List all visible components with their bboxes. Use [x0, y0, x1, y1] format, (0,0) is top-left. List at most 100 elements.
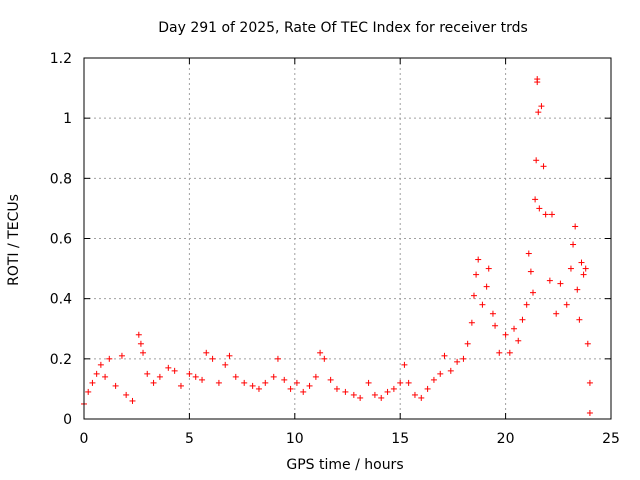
data-point	[241, 379, 248, 386]
data-point	[557, 280, 564, 287]
data-point	[447, 367, 454, 374]
data-point	[441, 352, 448, 359]
data-point	[203, 349, 210, 356]
data-point	[226, 352, 233, 359]
data-point	[464, 340, 471, 347]
data-point	[333, 385, 340, 392]
data-point	[365, 379, 372, 386]
data-point	[519, 316, 526, 323]
data-point	[350, 391, 357, 398]
data-point	[357, 394, 364, 401]
data-point	[546, 277, 553, 284]
data-point	[567, 265, 574, 272]
y-tick-label: 0	[63, 412, 72, 428]
y-tick-label: 1	[63, 111, 72, 127]
data-point	[255, 385, 262, 392]
data-point	[576, 316, 583, 323]
data-point	[300, 388, 307, 395]
data-point	[492, 322, 499, 329]
data-point	[293, 379, 300, 386]
data-point	[199, 376, 206, 383]
x-tick-label: 20	[497, 431, 515, 447]
data-point	[570, 241, 577, 248]
data-point	[397, 379, 404, 386]
data-point	[578, 259, 585, 266]
data-point	[548, 211, 555, 218]
data-point	[378, 394, 385, 401]
data-point	[454, 358, 461, 365]
data-point	[523, 301, 530, 308]
data-point	[489, 310, 496, 317]
x-tick-label: 10	[286, 431, 304, 447]
data-point	[527, 268, 534, 275]
data-point	[411, 391, 418, 398]
data-point	[536, 205, 543, 212]
data-point	[584, 340, 591, 347]
data-point	[475, 256, 482, 263]
data-point	[532, 196, 539, 203]
data-point	[540, 163, 547, 170]
data-point	[525, 250, 532, 257]
data-point	[572, 223, 579, 230]
data-point	[165, 364, 172, 371]
data-point	[535, 109, 542, 116]
y-tick-label: 0.4	[50, 292, 72, 308]
data-point	[287, 385, 294, 392]
grid-lines	[84, 58, 611, 419]
x-axis-label: GPS time / hours	[286, 457, 403, 473]
data-point	[177, 382, 184, 389]
data-point	[112, 382, 119, 389]
axis-ticks: 0 5 10 15 20 25 0 0.2 0.4 0.6 0.8 1 1.2	[50, 51, 620, 447]
data-point	[574, 286, 581, 293]
data-point	[437, 370, 444, 377]
data-point	[232, 373, 239, 380]
data-point	[249, 382, 256, 389]
data-point	[171, 367, 178, 374]
data-point	[209, 355, 216, 362]
data-point	[496, 349, 503, 356]
y-tick-label: 1.2	[50, 51, 72, 67]
data-point	[483, 283, 490, 290]
data-point	[530, 289, 537, 296]
data-point	[270, 373, 277, 380]
data-point	[150, 379, 157, 386]
data-point	[405, 379, 412, 386]
data-point	[129, 397, 136, 404]
data-point	[473, 271, 480, 278]
data-point	[118, 352, 125, 359]
data-point	[582, 265, 589, 272]
data-point	[85, 388, 92, 395]
data-point	[502, 331, 509, 338]
x-tick-label: 25	[602, 431, 620, 447]
data-points	[81, 76, 593, 416]
data-point	[563, 301, 570, 308]
data-point	[106, 355, 113, 362]
data-point	[371, 391, 378, 398]
data-point	[186, 370, 193, 377]
data-point	[479, 301, 486, 308]
data-point	[506, 349, 513, 356]
data-point	[327, 376, 334, 383]
data-point	[542, 211, 549, 218]
data-point	[321, 355, 328, 362]
data-point	[460, 355, 467, 362]
data-point	[533, 157, 540, 164]
data-point	[192, 373, 199, 380]
data-point	[222, 361, 229, 368]
data-point	[317, 349, 324, 356]
data-point	[515, 337, 522, 344]
data-point	[89, 379, 96, 386]
data-point	[312, 373, 319, 380]
data-point	[215, 379, 222, 386]
data-point	[93, 370, 100, 377]
data-point	[140, 349, 147, 356]
plot-frame	[83, 57, 612, 420]
data-point	[470, 292, 477, 299]
data-point	[580, 271, 587, 278]
data-point	[511, 325, 518, 332]
data-point	[418, 394, 425, 401]
data-point	[102, 373, 109, 380]
data-point	[384, 388, 391, 395]
y-axis-label: ROTI / TECUs	[6, 194, 22, 286]
